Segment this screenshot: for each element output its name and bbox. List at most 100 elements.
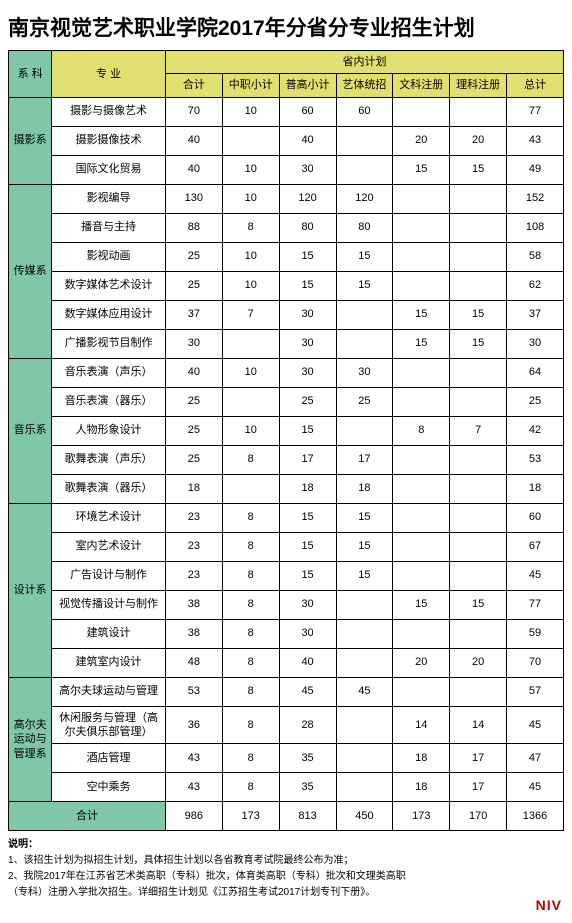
- value-cell: [336, 155, 393, 184]
- value-cell: 28: [279, 706, 336, 744]
- value-cell: [450, 619, 507, 648]
- plan-table: 系 科 专 业 省内计划 合计 中职小计 普高小计 艺体统招 文科注册 理科注册…: [8, 50, 564, 831]
- value-cell: 17: [450, 773, 507, 802]
- major-cell: 高尔夫球运动与管理: [52, 677, 166, 706]
- value-cell: 25: [279, 387, 336, 416]
- value-cell: 45: [336, 677, 393, 706]
- value-cell: [450, 677, 507, 706]
- value-cell: 23: [165, 561, 222, 590]
- value-cell: 18: [393, 773, 450, 802]
- value-cell: 15: [336, 561, 393, 590]
- value-cell: [450, 561, 507, 590]
- value-cell: 15: [279, 532, 336, 561]
- value-cell: 45: [279, 677, 336, 706]
- value-cell: 15: [336, 503, 393, 532]
- major-cell: 休闲服务与管理（高尔夫俱乐部管理）: [52, 706, 166, 744]
- corner-mark: NIV: [536, 897, 562, 913]
- value-cell: 40: [165, 126, 222, 155]
- col-grand: 总计: [507, 74, 564, 97]
- value-cell: [336, 329, 393, 358]
- major-cell: 广播影视节目制作: [52, 329, 166, 358]
- value-cell: 18: [279, 474, 336, 503]
- dept-cell: 音乐系: [9, 358, 52, 503]
- table-row: 空中乘务43835181745: [9, 773, 564, 802]
- major-cell: 酒店管理: [52, 744, 166, 773]
- table-row: 音乐系音乐表演（声乐）4010303064: [9, 358, 564, 387]
- major-cell: 影视动画: [52, 242, 166, 271]
- value-cell: 36: [165, 706, 222, 744]
- total-label: 合计: [9, 802, 166, 831]
- value-cell: 43: [165, 773, 222, 802]
- value-cell: 62: [507, 271, 564, 300]
- value-cell: 20: [393, 648, 450, 677]
- value-cell: [393, 474, 450, 503]
- dept-cell: 传媒系: [9, 184, 52, 358]
- value-cell: 40: [165, 155, 222, 184]
- value-cell: 30: [279, 300, 336, 329]
- value-cell: [393, 677, 450, 706]
- value-cell: [336, 619, 393, 648]
- value-cell: 18: [393, 744, 450, 773]
- value-cell: 35: [279, 744, 336, 773]
- value-cell: 40: [279, 126, 336, 155]
- value-cell: [450, 213, 507, 242]
- table-row: 视觉传播设计与制作38830151577: [9, 590, 564, 619]
- value-cell: [393, 358, 450, 387]
- table-row: 数字媒体艺术设计2510151562: [9, 271, 564, 300]
- value-cell: 15: [393, 300, 450, 329]
- table-row: 摄影摄像技术4040202043: [9, 126, 564, 155]
- value-cell: 10: [222, 184, 279, 213]
- major-cell: 音乐表演（声乐）: [52, 358, 166, 387]
- value-cell: 60: [336, 97, 393, 126]
- value-cell: 8: [222, 648, 279, 677]
- dept-cell: 摄影系: [9, 97, 52, 184]
- value-cell: [393, 242, 450, 271]
- value-cell: 14: [393, 706, 450, 744]
- value-cell: 8: [222, 561, 279, 590]
- total-cell: 170: [450, 802, 507, 831]
- major-cell: 摄影摄像技术: [52, 126, 166, 155]
- value-cell: [336, 126, 393, 155]
- value-cell: 10: [222, 242, 279, 271]
- value-cell: 77: [507, 97, 564, 126]
- total-cell: 813: [279, 802, 336, 831]
- value-cell: 18: [336, 474, 393, 503]
- table-row: 酒店管理43835181747: [9, 744, 564, 773]
- value-cell: 8: [222, 706, 279, 744]
- value-cell: 108: [507, 213, 564, 242]
- value-cell: 80: [336, 213, 393, 242]
- value-cell: 30: [279, 619, 336, 648]
- major-cell: 建筑设计: [52, 619, 166, 648]
- value-cell: 45: [507, 773, 564, 802]
- value-cell: [393, 387, 450, 416]
- table-row: 广播影视节目制作3030151530: [9, 329, 564, 358]
- value-cell: [393, 503, 450, 532]
- table-row: 休闲服务与管理（高尔夫俱乐部管理）36828141445: [9, 706, 564, 744]
- major-cell: 室内艺术设计: [52, 532, 166, 561]
- value-cell: 43: [165, 744, 222, 773]
- value-cell: 40: [279, 648, 336, 677]
- col-like: 理科注册: [450, 74, 507, 97]
- notes-line: 1、该招生计划为拟招生计划，具体招生计划以各省教育考试院最终公布为准；: [8, 853, 564, 869]
- value-cell: 20: [393, 126, 450, 155]
- value-cell: 45: [507, 561, 564, 590]
- value-cell: 15: [393, 590, 450, 619]
- value-cell: 48: [165, 648, 222, 677]
- value-cell: [450, 271, 507, 300]
- value-cell: 152: [507, 184, 564, 213]
- value-cell: 8: [222, 677, 279, 706]
- value-cell: 58: [507, 242, 564, 271]
- value-cell: 17: [279, 445, 336, 474]
- value-cell: 8: [222, 773, 279, 802]
- footer-corner: NIV: [8, 901, 564, 915]
- value-cell: 14: [450, 706, 507, 744]
- value-cell: 8: [222, 619, 279, 648]
- value-cell: 130: [165, 184, 222, 213]
- major-cell: 摄影与摄像艺术: [52, 97, 166, 126]
- col-yiti: 艺体统招: [336, 74, 393, 97]
- value-cell: [450, 387, 507, 416]
- value-cell: 15: [279, 561, 336, 590]
- value-cell: 47: [507, 744, 564, 773]
- value-cell: [450, 503, 507, 532]
- table-row: 设计系环境艺术设计238151560: [9, 503, 564, 532]
